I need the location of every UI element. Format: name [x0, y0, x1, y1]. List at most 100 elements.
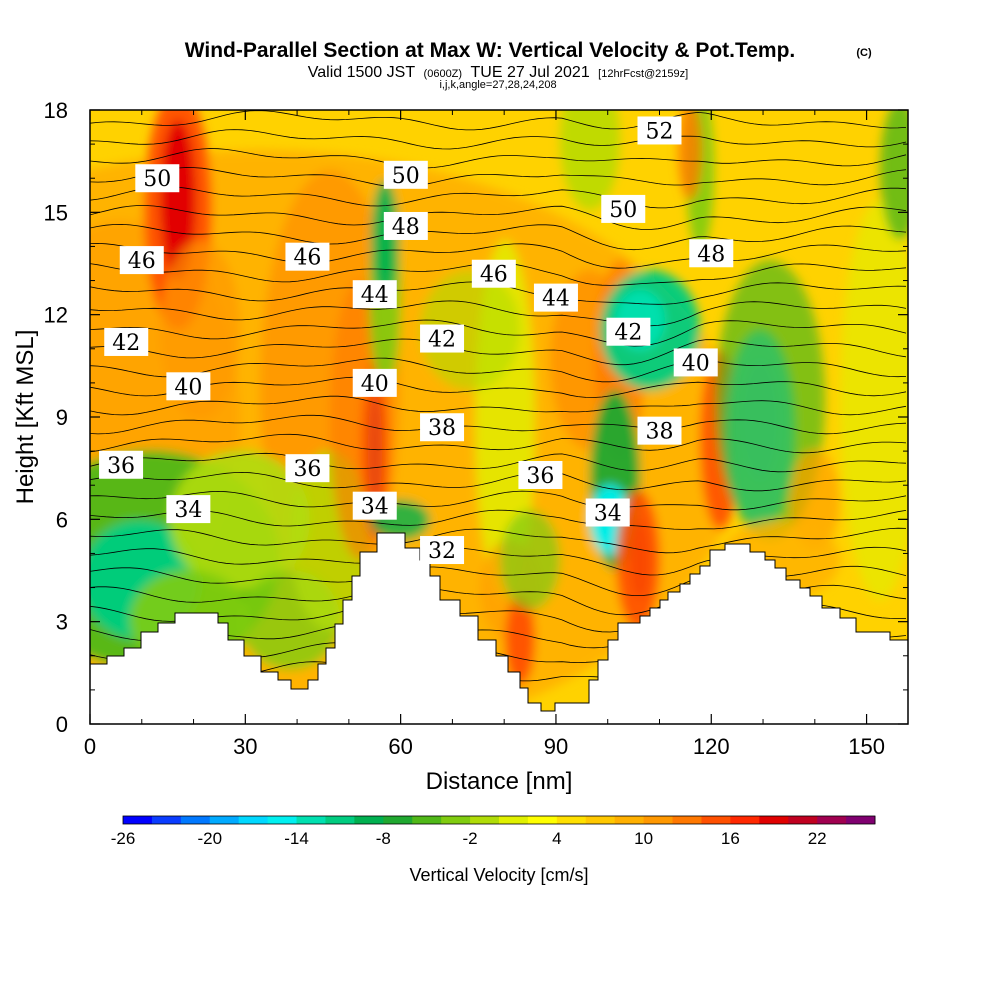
- chart-title: Wind-Parallel Section at Max W: Vertical…: [185, 39, 796, 62]
- contour-label: 50: [392, 164, 420, 189]
- contour-line: [90, 527, 907, 554]
- contour-label-box: [135, 164, 180, 193]
- colorbar-swatch: [267, 816, 298, 824]
- contour-label-box: [383, 160, 428, 189]
- contour-label-box: [689, 239, 734, 268]
- contour-line: [90, 205, 907, 230]
- x-tick-label: 60: [388, 734, 412, 759]
- velocity-blob: [160, 120, 196, 280]
- y-tick-label: 12: [44, 303, 68, 328]
- contour-label-box: [601, 194, 646, 223]
- colorbar-swatch: [701, 816, 731, 824]
- colorbar-tick-label: -20: [197, 829, 222, 848]
- contour-label: 50: [609, 198, 637, 223]
- contour-line: [90, 376, 907, 398]
- colorbar-swatch: [527, 816, 558, 824]
- axis-ticks: [89, 109, 908, 725]
- contour-label: 40: [174, 375, 202, 400]
- x-tick-label: 150: [848, 734, 885, 759]
- contour-label: 38: [645, 420, 673, 445]
- contour-line: [90, 509, 907, 530]
- colorbar-swatch: [730, 816, 760, 824]
- contour-label: 38: [428, 416, 456, 441]
- contour-label-box: [99, 450, 144, 479]
- y-tick-label: 6: [56, 507, 68, 532]
- colorbar-tick-labels: -26 -20 -14 -8 -2 4 10 16 22: [111, 829, 827, 848]
- contour-label: 34: [174, 498, 202, 523]
- contour-label: 32: [428, 539, 456, 564]
- contour-line: [90, 338, 907, 366]
- contour-labels: 50 46 42 40 36 34 46 50 48 44 40 36 34 42 38 32 46 44 36 34…: [99, 116, 734, 565]
- velocity-blob: [505, 595, 535, 685]
- x-tick-labels: 0 30 60 90 120 150: [84, 734, 885, 759]
- contour-label-box: [420, 413, 465, 442]
- contour-label: 42: [428, 328, 456, 353]
- colorbar-swatch: [846, 816, 876, 824]
- contour-label-box: [606, 317, 651, 346]
- contour-line: [90, 186, 907, 209]
- valid-forecast: [12hrFcst@2159z]: [598, 68, 688, 80]
- colorbar-swatch: [614, 816, 645, 824]
- contour-label: 44: [542, 287, 570, 312]
- contour-label-box: [585, 498, 630, 527]
- valid-prefix: Valid 1500 JST: [308, 64, 416, 81]
- copyright-mark: (C): [856, 47, 872, 59]
- contour-label-box: [637, 416, 682, 445]
- colorbar-swatch: [441, 816, 471, 824]
- colorbar-swatch: [499, 816, 529, 824]
- colorbar-swatch: [151, 816, 182, 824]
- contour-label: 42: [112, 331, 140, 356]
- x-axis-label: Distance [nm]: [426, 768, 573, 795]
- colorbar-swatch: [470, 816, 500, 824]
- y-tick-label: 18: [44, 98, 68, 123]
- x-tick-label: 0: [84, 734, 96, 759]
- colorbar-swatch: [759, 816, 789, 824]
- velocity-blob: [420, 270, 520, 390]
- contour-line: [90, 452, 907, 473]
- velocity-blob: [678, 110, 702, 200]
- velocity-blob: [170, 450, 310, 590]
- plot-area: [90, 110, 908, 724]
- contour-label-box: [352, 280, 397, 309]
- colorbar-swatch: [383, 816, 413, 824]
- colorbar-tick-label: -14: [284, 829, 309, 848]
- contour-line: [90, 471, 907, 492]
- colorbar-tick-label: -2: [463, 829, 478, 848]
- contour-label: 46: [128, 249, 156, 274]
- y-tick-label: 9: [56, 405, 68, 430]
- contour-line: [90, 357, 907, 383]
- contour-label: 46: [480, 263, 508, 288]
- contour-label-box: [166, 495, 211, 524]
- contour-label: 34: [594, 502, 622, 527]
- colorbar-tick-label: 16: [721, 829, 740, 848]
- colorbar-swatch: [325, 816, 355, 824]
- colorbar-swatch: [817, 816, 847, 824]
- colorbar-swatch: [585, 816, 616, 824]
- contour-label: 34: [361, 495, 389, 520]
- valid-zulu: (0600Z): [424, 68, 463, 80]
- contour-line: [90, 414, 907, 435]
- x-tick-label: 90: [544, 734, 568, 759]
- contour-label: 46: [293, 246, 321, 271]
- contour-line: [90, 546, 907, 576]
- contour-label: 50: [143, 167, 171, 192]
- colorbar-frame: [122, 815, 876, 825]
- contour-label-box: [471, 259, 516, 288]
- colorbar-tick-label: 10: [634, 829, 653, 848]
- contour-line: [90, 129, 907, 150]
- colorbar-swatch: [209, 816, 240, 824]
- contour-label-box: [352, 368, 397, 397]
- contour-label-box: [285, 454, 330, 483]
- contour-label-box: [383, 211, 428, 240]
- contour-label: 40: [682, 351, 710, 376]
- colorbar-tick-label: 4: [552, 829, 561, 848]
- colorbar-swatch: [296, 816, 326, 824]
- contour-line: [90, 223, 907, 251]
- terrain-mask: [90, 532, 908, 724]
- colorbar-swatch: [238, 816, 269, 824]
- y-axis-label: Height [Kft MSL]: [12, 330, 39, 505]
- colorbar-swatch: [788, 816, 818, 824]
- contour-label-box: [352, 491, 397, 520]
- contour-line: [90, 148, 907, 169]
